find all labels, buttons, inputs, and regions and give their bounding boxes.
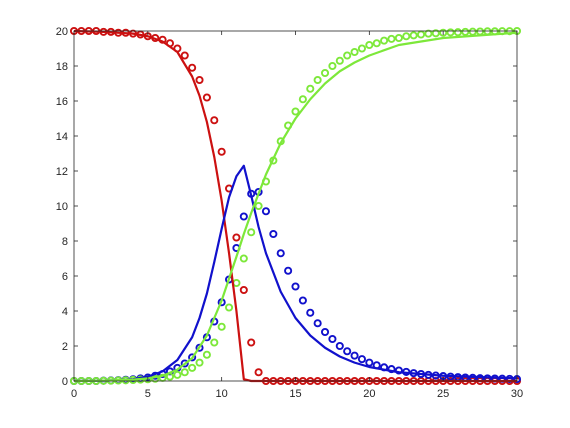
data-point	[335, 341, 344, 351]
x-tick-label: 20	[363, 388, 375, 400]
data-point	[239, 212, 248, 221]
data-point	[239, 285, 248, 295]
x-tick-label: 5	[145, 388, 151, 400]
data-point	[313, 75, 322, 85]
data-point	[195, 358, 204, 367]
data-point	[343, 347, 352, 356]
y-tick-label: 12	[56, 166, 68, 178]
y-tick-label: 20	[56, 26, 68, 38]
data-point	[188, 353, 197, 362]
y-tick-label: 4	[62, 306, 68, 318]
data-point	[453, 28, 462, 37]
data-point	[217, 147, 226, 156]
data-point	[291, 282, 300, 291]
data-point	[313, 319, 322, 328]
y-tick-label: 0	[62, 376, 68, 388]
data-point	[439, 28, 448, 37]
data-point	[424, 29, 433, 38]
data-point	[357, 355, 367, 364]
data-point	[328, 61, 337, 71]
data-point	[350, 47, 359, 57]
data-point	[210, 116, 219, 125]
data-point	[306, 84, 315, 93]
axes-layer: 0 5 10 15 20 25 30 0 2 4 6 8 10 12 14 16 18 20	[56, 26, 523, 400]
data-point	[298, 95, 307, 104]
data-point	[394, 366, 403, 375]
y-tick-label: 14	[56, 131, 68, 143]
data-point	[195, 343, 204, 352]
data-point	[402, 32, 411, 41]
data-point	[350, 351, 359, 360]
data-point	[269, 229, 278, 239]
data-point	[247, 228, 256, 237]
x-tick-label: 0	[71, 388, 77, 400]
data-point	[461, 27, 470, 36]
data-point	[365, 358, 374, 367]
data-point	[328, 334, 337, 344]
data-point	[202, 93, 211, 102]
data-point	[394, 33, 403, 43]
data-point	[387, 365, 396, 374]
x-tick-label: 30	[511, 388, 523, 400]
series-layer	[69, 26, 522, 386]
data-point	[195, 75, 204, 85]
data-point	[365, 40, 374, 50]
data-point	[232, 233, 241, 242]
data-point	[217, 322, 226, 331]
y-tick-label: 18	[56, 61, 68, 73]
data-point	[202, 350, 211, 359]
data-point	[254, 201, 263, 211]
y-tick-label: 16	[56, 96, 68, 108]
series-line-1	[73, 164, 518, 383]
data-point	[357, 44, 367, 53]
data-point	[380, 36, 389, 45]
data-point	[291, 107, 300, 116]
data-point	[210, 338, 219, 347]
data-point	[173, 370, 182, 379]
data-point	[247, 338, 256, 347]
data-point	[188, 363, 197, 372]
data-point	[254, 368, 263, 377]
data-point	[320, 327, 330, 337]
x-tick-label: 25	[437, 388, 449, 400]
data-point	[387, 34, 396, 43]
data-point	[276, 249, 285, 258]
data-point	[239, 254, 248, 263]
data-point	[409, 31, 418, 40]
data-point	[261, 207, 271, 216]
data-point	[224, 303, 234, 312]
x-tick-label: 10	[216, 388, 228, 400]
y-tick-label: 10	[56, 201, 68, 213]
series-line-2	[73, 31, 518, 383]
plot-area	[74, 31, 517, 381]
data-point	[284, 266, 293, 275]
data-point	[188, 63, 197, 72]
y-tick-label: 8	[62, 236, 68, 248]
data-point	[180, 359, 189, 368]
data-point	[180, 368, 189, 377]
data-point	[335, 56, 344, 65]
data-point	[431, 29, 440, 38]
data-point	[446, 28, 455, 37]
y-tick-label: 2	[62, 341, 68, 353]
data-point	[343, 51, 352, 60]
y-tick-label: 6	[62, 271, 68, 283]
data-point	[320, 68, 330, 78]
x-tick-label: 15	[289, 388, 301, 400]
data-point	[306, 308, 315, 317]
data-point	[372, 39, 381, 48]
data-point	[298, 296, 307, 305]
data-point	[180, 51, 189, 60]
